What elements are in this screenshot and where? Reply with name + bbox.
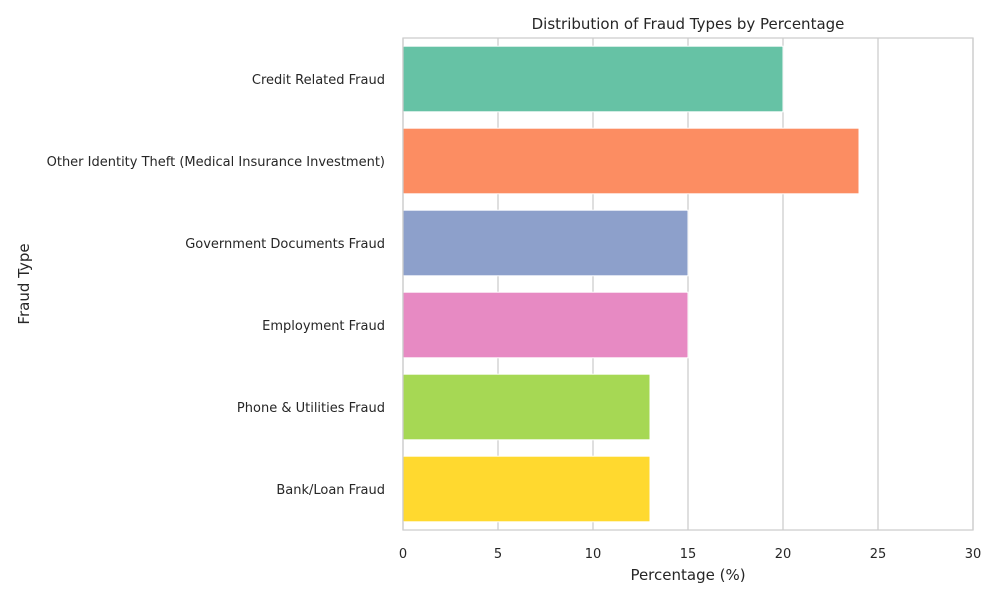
x-tick-label: 30 (965, 547, 982, 562)
bar (402, 455, 651, 523)
x-tick-label: 0 (399, 547, 407, 562)
bar (402, 209, 689, 277)
category-label: Other Identity Theft (Medical Insurance … (47, 155, 385, 170)
chart-title: Distribution of Fraud Types by Percentag… (532, 15, 845, 33)
category-label: Bank/Loan Fraud (276, 483, 385, 498)
y-axis-label: Fraud Type (15, 243, 33, 324)
bar (402, 45, 784, 113)
x-tick-label: 15 (680, 547, 697, 562)
x-axis-label: Percentage (%) (630, 566, 745, 584)
category-label: Government Documents Fraud (185, 237, 385, 252)
bar (402, 291, 689, 359)
category-label: Phone & Utilities Fraud (237, 401, 385, 416)
bar (402, 127, 860, 195)
x-tick-label: 25 (870, 547, 887, 562)
x-tick-label: 5 (494, 547, 502, 562)
category-label: Credit Related Fraud (252, 73, 385, 88)
x-tick-label: 10 (585, 547, 602, 562)
category-label: Employment Fraud (262, 319, 385, 334)
x-tick-labels: 0 5 10 15 20 25 30 (399, 547, 981, 562)
x-tick-label: 20 (775, 547, 792, 562)
bar (402, 373, 651, 441)
bars (402, 45, 860, 523)
plot-frame (402, 37, 974, 531)
category-labels: Credit Related Fraud Other Identity Theft… (47, 73, 385, 498)
